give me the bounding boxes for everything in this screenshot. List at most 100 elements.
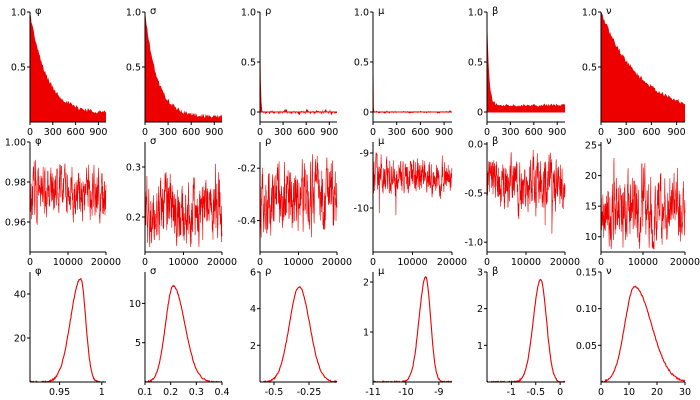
x-tick-label: 10 — [623, 387, 635, 398]
panel-title: ν — [606, 266, 612, 277]
y-tick-label: 0.3 — [126, 163, 141, 174]
panel-title: φ — [35, 266, 42, 277]
density-curve — [486, 279, 566, 383]
y-tick-label: 1 — [363, 328, 369, 339]
panel-autocorrelation-1: σ 0 300 600 900 0.5 1.0 — [126, 6, 223, 138]
y-tick-label: 0.5 — [354, 58, 369, 69]
panel-title: β — [492, 136, 498, 147]
x-tick-label: -0.25 — [297, 387, 322, 398]
y-tick-label: 1.0 — [126, 8, 141, 19]
x-tick-label: 10000 — [397, 257, 427, 268]
y-tick-label: 10 — [129, 299, 141, 310]
x-tick-label: 10000 — [283, 257, 313, 268]
acf-area — [601, 12, 685, 122]
y-tick-label: 20 — [14, 334, 26, 345]
y-tick-label: 25 — [585, 141, 597, 152]
y-tick-label: -10 — [353, 204, 369, 215]
y-tick-label: 2 — [363, 278, 369, 289]
acf-area — [30, 12, 106, 122]
y-tick-label: 3 — [477, 268, 483, 279]
panel-posterior_density-4: β -1 -0.5 0 1 2 3 — [477, 266, 566, 398]
x-tick-label: 0 — [598, 387, 604, 398]
panel-autocorrelation-4: β 0 300 600 900 0 0.5 1.0 — [468, 6, 566, 138]
x-tick-label: 600 — [525, 127, 543, 138]
y-tick-label: -9 — [360, 149, 369, 160]
density-curve — [30, 277, 106, 383]
panel-title: σ — [150, 266, 157, 277]
y-tick-label: 2 — [477, 304, 483, 315]
x-tick-label: 1 — [99, 387, 105, 398]
y-tick-label: 0 — [250, 108, 256, 119]
panel-autocorrelation-5: ν 0 300 600 900 0.5 1.0 — [582, 6, 686, 138]
x-tick-label: 20000 — [322, 257, 352, 268]
panel-title: ν — [606, 6, 612, 17]
x-tick-label: 0.2 — [163, 387, 178, 398]
y-tick-label: 0 — [363, 108, 369, 119]
y-tick-label: 0.98 — [5, 178, 26, 189]
panel-posterior_density-3: μ -11 -10 -9 1 2 — [363, 266, 453, 398]
x-tick-label: 0 — [27, 257, 33, 268]
x-tick-label: 0 — [557, 387, 563, 398]
y-tick-label: 0.5 — [468, 58, 483, 69]
panel-posterior_density-1: σ 0.1 0.2 0.3 0.4 5 10 — [129, 266, 230, 398]
panel-title: β — [492, 266, 498, 277]
y-tick-label: 0.5 — [11, 63, 26, 74]
panel-trace-3: μ 0 10000 20000 -10 -9 — [353, 136, 467, 268]
x-tick-label: 0.3 — [189, 387, 204, 398]
x-tick-label: -0.5 — [526, 387, 545, 398]
y-tick-label: 4 — [250, 304, 256, 315]
panel-title: ρ — [265, 6, 271, 17]
x-tick-label: 0 — [257, 127, 263, 138]
panel-title: σ — [150, 6, 157, 17]
x-tick-label: 0.4 — [214, 387, 229, 398]
panel-posterior_density-5: ν 0 10 20 30 0.05 0.10 0.15 — [576, 266, 691, 398]
x-tick-label: 10000 — [168, 257, 198, 268]
x-tick-label: 0 — [484, 127, 490, 138]
panel-title: ρ — [265, 266, 271, 277]
panel-autocorrelation-0: φ 0 300 600 900 0.5 1.0 — [11, 6, 108, 138]
x-tick-label: 20000 — [437, 257, 467, 268]
x-tick-label: 300 — [388, 127, 406, 138]
x-tick-label: 0 — [142, 127, 148, 138]
panel-posterior_density-0: φ 0.95 1 20 40 — [14, 266, 106, 398]
trace-series — [486, 149, 566, 234]
panel-title: ν — [606, 136, 612, 147]
x-tick-label: 900 — [320, 127, 338, 138]
acf-area — [373, 12, 452, 114]
trace-series — [259, 154, 338, 238]
y-tick-label: 20 — [585, 171, 597, 182]
y-tick-label: 15 — [585, 202, 597, 213]
y-tick-label: 1.0 — [11, 8, 26, 19]
panel-posterior_density-2: ρ -0.5 -0.25 2 4 6 — [250, 266, 338, 398]
x-tick-label: 300 — [617, 127, 635, 138]
panel-autocorrelation-2: ρ 0 300 600 900 0 0.5 1.0 — [241, 6, 338, 138]
density-curve — [260, 285, 338, 384]
x-tick-label: 600 — [642, 127, 660, 138]
trace-series — [600, 157, 686, 250]
x-tick-label: -10 — [398, 387, 414, 398]
trace-series — [29, 159, 107, 225]
panel-title: φ — [35, 136, 42, 147]
y-tick-label: 0.15 — [576, 268, 597, 279]
x-tick-label: 900 — [668, 127, 686, 138]
y-tick-label: -0.2 — [237, 164, 256, 175]
x-tick-label: 0 — [370, 257, 376, 268]
y-tick-label: 0.5 — [582, 63, 597, 74]
y-tick-label: 0.0 — [468, 139, 483, 150]
y-tick-label: 6 — [250, 268, 256, 279]
panel-title: ρ — [265, 136, 271, 147]
x-tick-label: -11 — [365, 387, 381, 398]
panel-trace-4: β 0 10000 20000 -1.0 -0.5 0.0 — [464, 136, 580, 268]
y-tick-label: 1 — [477, 341, 483, 352]
panel-trace-2: ρ 0 10000 20000 -0.4 -0.2 — [237, 136, 352, 268]
y-tick-label: -0.5 — [464, 189, 483, 200]
y-tick-label: -1.0 — [464, 238, 483, 249]
density-curve — [600, 285, 686, 383]
y-tick-label: 0.5 — [126, 63, 141, 74]
x-tick-label: 900 — [548, 127, 566, 138]
panel-title: μ — [378, 136, 385, 147]
panel-trace-1: σ 0 10000 20000 0.2 0.3 — [126, 136, 237, 268]
panel-title: σ — [150, 136, 157, 147]
y-tick-label: 1.00 — [5, 138, 26, 149]
